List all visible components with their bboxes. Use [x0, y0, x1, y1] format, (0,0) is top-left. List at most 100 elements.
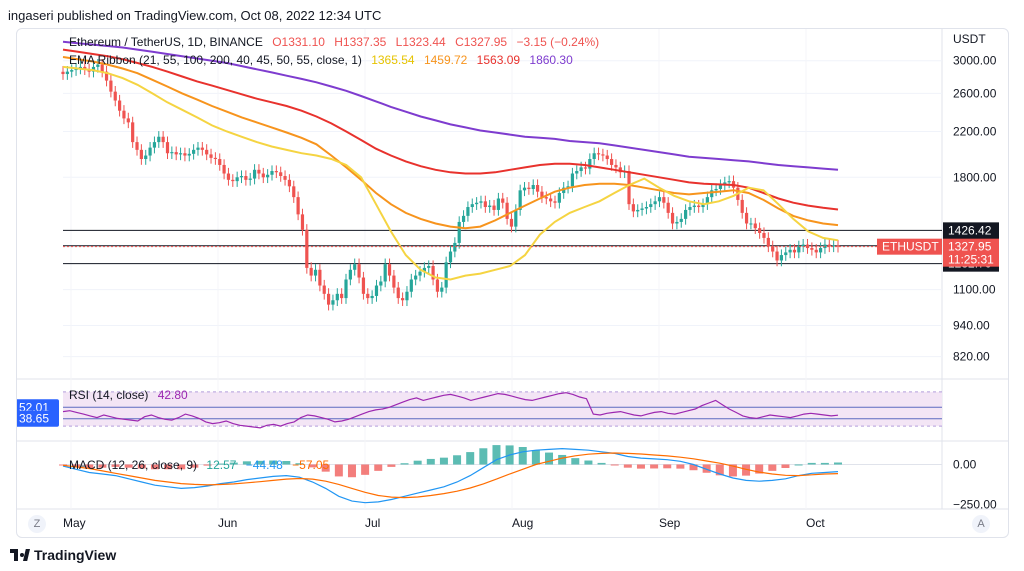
- macd-histogram-bar: [545, 452, 554, 465]
- candle-body: [357, 264, 361, 278]
- chart-frame[interactable]: USDT 3000.00 2600.00 2200.00 1800.00 1100.00 9…: [16, 28, 1009, 538]
- candle-body: [718, 185, 723, 189]
- price-tick-label: 1800.00: [953, 170, 997, 184]
- candle-body: [575, 171, 579, 174]
- candle-body: [226, 173, 231, 180]
- candle-body: [444, 262, 448, 288]
- rsi-legend: RSI (14, close) 42.80: [69, 388, 194, 402]
- candle-body: [83, 66, 87, 70]
- time-tick-label: May: [63, 516, 86, 530]
- candle-body: [557, 193, 561, 203]
- candle-body: [209, 154, 213, 158]
- candle-body: [213, 157, 217, 160]
- macd-histogram-bar: [558, 454, 567, 465]
- candle-body: [670, 212, 675, 224]
- macd-histogram-bar: [229, 462, 238, 465]
- candle-body: [609, 159, 614, 165]
- candle-body: [309, 267, 313, 276]
- candle-body: [540, 191, 544, 198]
- macd-histogram-bar: [334, 464, 343, 477]
- macd-histogram-bar: [794, 464, 803, 466]
- tradingview-logo[interactable]: TradingView: [10, 547, 116, 563]
- candle-body: [675, 221, 679, 224]
- ema100-value: 1563.09: [476, 53, 521, 67]
- tradingview-logo-icon: [10, 549, 30, 561]
- macd-histogram-bar: [361, 464, 370, 475]
- candle-body: [505, 202, 509, 219]
- macd-histogram-bar: [807, 462, 816, 465]
- candle-body: [379, 281, 383, 286]
- candle-body: [392, 275, 396, 288]
- candle-body: [78, 66, 83, 69]
- symbol-tag-label: ETHUSDT: [882, 240, 939, 254]
- candle-body: [187, 153, 191, 156]
- macd-histogram-bar: [124, 464, 133, 468]
- candle-body: [383, 264, 387, 282]
- candle-body: [239, 176, 244, 178]
- candle-body: [501, 198, 505, 203]
- candle-body: [70, 70, 74, 72]
- candle-body: [644, 207, 649, 209]
- candle-body: [566, 186, 570, 188]
- candle-body: [235, 177, 239, 182]
- macd-histogram-bar: [374, 464, 383, 471]
- ema100-line: [62, 48, 839, 211]
- macd-histogram-bar: [426, 458, 435, 465]
- macd-signal-line: [62, 452, 839, 499]
- candle-body: [627, 171, 631, 205]
- macd-histogram-bar: [492, 445, 501, 465]
- high-value: H1337.35: [334, 35, 387, 49]
- candle-body: [387, 264, 392, 276]
- macd-histogram-bar: [728, 464, 737, 477]
- candle-body: [152, 142, 157, 148]
- macd-histogram-bar: [256, 460, 265, 465]
- candle-body: [744, 212, 749, 224]
- candle-body: [305, 229, 309, 268]
- last-price-label: 1327.95: [948, 240, 992, 254]
- candle-body: [570, 173, 575, 187]
- candle-body: [100, 64, 104, 72]
- auto-scale-button[interactable]: A: [972, 515, 990, 533]
- macd-name: MACD (12, 26, close, 9): [69, 458, 198, 472]
- macd-histogram-bar: [190, 464, 199, 468]
- candle-body: [522, 187, 527, 191]
- macd-histogram-bar: [164, 464, 173, 470]
- macd-tick-label: 0.00: [953, 458, 977, 472]
- candle-body: [144, 155, 148, 160]
- candle-body: [527, 187, 531, 189]
- ema-legend: EMA Ribbon (21, 55, 100, 200, 40, 45, 50…: [69, 53, 579, 67]
- candle-body: [579, 167, 583, 172]
- candle-body: [427, 266, 431, 268]
- candle-body: [135, 142, 139, 150]
- candle-body: [196, 147, 200, 150]
- candle-body: [396, 287, 400, 299]
- rsi-value: 42.80: [157, 388, 188, 402]
- candle-body: [174, 152, 178, 155]
- price-tick-label: 3000.00: [953, 54, 997, 68]
- candle-body: [326, 293, 331, 305]
- candle-body: [818, 248, 823, 253]
- macd-histogram-bar: [453, 455, 462, 465]
- macd-histogram-bar: [781, 464, 790, 468]
- candle-body: [762, 232, 766, 238]
- candle-body: [701, 204, 705, 208]
- candle-body: [148, 147, 152, 156]
- macd-histogram-bar: [702, 464, 711, 473]
- zoom-reset-button[interactable]: Z: [28, 515, 46, 533]
- candle-body: [479, 201, 483, 203]
- candle-body: [322, 285, 326, 294]
- candle-body: [583, 167, 588, 169]
- candle-body: [710, 190, 714, 198]
- candle-body: [553, 201, 557, 203]
- candle-body: [431, 266, 435, 280]
- macd-histogram-bar: [689, 464, 698, 471]
- candle-body: [509, 218, 514, 227]
- candle-body: [775, 251, 779, 261]
- price-tick-label: 940.00: [953, 319, 990, 333]
- candle-body: [65, 71, 69, 75]
- chart-svg[interactable]: USDT 3000.00 2600.00 2200.00 1800.00 1100.00 9…: [17, 29, 1009, 538]
- macd-histogram-bar: [150, 464, 159, 470]
- candle-body: [492, 205, 496, 210]
- macd-histogram-bar: [413, 460, 422, 465]
- macd-histogram-bar: [676, 464, 685, 469]
